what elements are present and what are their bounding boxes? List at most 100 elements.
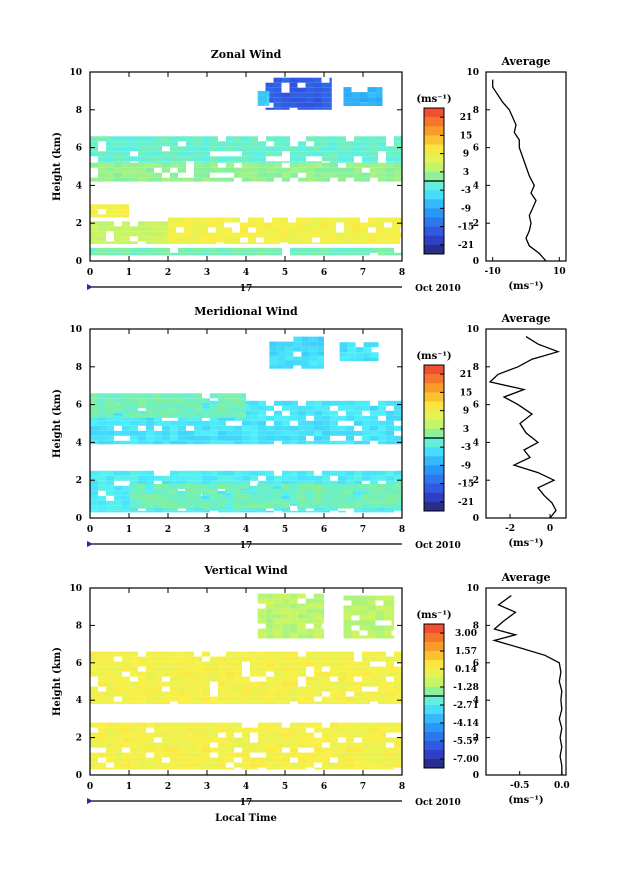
heatmap-cell — [322, 752, 330, 758]
heatmap-cell — [90, 226, 98, 232]
heatmap-cell — [242, 430, 250, 436]
heatmap-cell — [346, 440, 354, 445]
heatmap-cell — [162, 691, 170, 697]
heatmap-cell — [298, 752, 306, 758]
heatmap-cell — [194, 510, 202, 513]
heatmap-cell — [258, 747, 266, 753]
average-y-tick-label: 8 — [473, 106, 479, 116]
heatmap-cell — [257, 598, 266, 604]
heatmap-cell — [376, 222, 384, 228]
heatmap-cell — [288, 227, 296, 233]
heatmap-cell — [269, 346, 278, 352]
heatmap-cell — [338, 722, 346, 728]
heatmap-cell — [282, 141, 290, 147]
heatmap-cell — [297, 623, 306, 629]
y-tick-label: 10 — [69, 68, 82, 78]
heatmap-cell — [274, 420, 282, 426]
heatmap-cell — [274, 167, 282, 173]
heatmap-cell — [274, 400, 282, 406]
heatmap-cell — [234, 425, 242, 431]
heatmap-cell — [330, 691, 338, 697]
heatmap-cell — [330, 732, 338, 738]
heatmap-cell — [290, 156, 298, 162]
heatmap-cell — [168, 232, 176, 238]
heatmap-cell — [146, 485, 154, 491]
heatmap-cell — [280, 227, 288, 233]
heatmap-cell — [242, 676, 250, 682]
heatmap-cell — [218, 177, 226, 182]
heatmap-cell — [281, 92, 290, 98]
heatmap-cell — [186, 666, 194, 672]
heatmap-cell — [290, 732, 298, 738]
heatmap-cell — [186, 747, 194, 753]
heatmap-cell — [330, 430, 338, 436]
heatmap-cell — [90, 435, 98, 441]
heatmap-cell — [234, 661, 242, 667]
average-x-tick-label: 10 — [553, 267, 566, 277]
heatmap-cell — [218, 686, 226, 692]
heatmap-cell — [106, 430, 114, 436]
heatmap-cell — [290, 671, 298, 677]
heatmap-cell — [217, 484, 225, 489]
heatmap-cell — [290, 252, 298, 256]
heatmap-cell — [168, 227, 176, 233]
heatmap-cell — [386, 727, 394, 733]
heatmap-cell — [122, 231, 130, 237]
heatmap-cell — [218, 403, 226, 409]
heatmap-cell — [226, 681, 234, 687]
heatmap-cell — [370, 742, 378, 748]
heatmap-cell — [297, 102, 306, 108]
heatmap-cell — [367, 600, 376, 606]
heatmap-cell — [257, 90, 266, 96]
heatmap-cell — [305, 489, 313, 494]
heatmap-cell — [138, 151, 146, 157]
y-tick-label: 2 — [76, 734, 82, 744]
heatmap-cell — [330, 722, 338, 728]
heatmap-cell — [394, 742, 402, 748]
heatmap-cell — [274, 410, 282, 416]
heatmap-cell — [376, 227, 384, 233]
heatmap-cell — [298, 252, 306, 256]
heatmap-cell — [258, 671, 266, 677]
heatmap-cell — [154, 408, 162, 414]
heatmap-cell — [114, 430, 122, 436]
average-x-tick-label: 0.0 — [554, 781, 570, 791]
heatmap-cell — [201, 484, 209, 489]
heatmap-cell — [242, 752, 250, 758]
heatmap-cell — [282, 136, 290, 142]
heatmap-cell — [306, 696, 314, 702]
colorbar-unit: (ms⁻¹) — [416, 351, 451, 362]
heatmap-cell — [394, 475, 402, 481]
heatmap-cell — [393, 484, 401, 489]
heatmap-cell — [298, 737, 306, 743]
heatmap-cell — [178, 691, 186, 697]
heatmap-cell — [106, 691, 114, 697]
heatmap-cell — [258, 172, 266, 178]
heatmap-cell — [232, 232, 240, 238]
heatmap-cell — [154, 681, 162, 687]
x-tick-label: 5 — [282, 525, 288, 535]
heatmap-cell — [378, 475, 386, 481]
y-tick-label: 4 — [76, 181, 82, 191]
heatmap-cell — [346, 252, 354, 256]
heatmap-cell — [162, 413, 170, 418]
heatmap-cell — [226, 671, 234, 677]
heatmap-cell — [290, 737, 298, 743]
colorbar-segment — [424, 190, 444, 200]
heatmap-cell — [313, 77, 322, 83]
heatmap-cell — [137, 499, 145, 504]
heatmap-cell — [257, 95, 266, 101]
heatmap-cell — [162, 767, 170, 770]
heatmap-cell — [346, 162, 354, 168]
heatmap-cell — [98, 505, 106, 511]
heatmap-cell — [314, 676, 322, 682]
heatmap-cell — [386, 430, 394, 436]
heatmap-cell — [393, 489, 401, 494]
heatmap-cell — [194, 762, 202, 768]
heatmap-cell — [330, 696, 338, 702]
heatmap-cell — [306, 151, 314, 157]
heatmap-cell — [210, 393, 218, 399]
heatmap-cell — [321, 499, 329, 504]
